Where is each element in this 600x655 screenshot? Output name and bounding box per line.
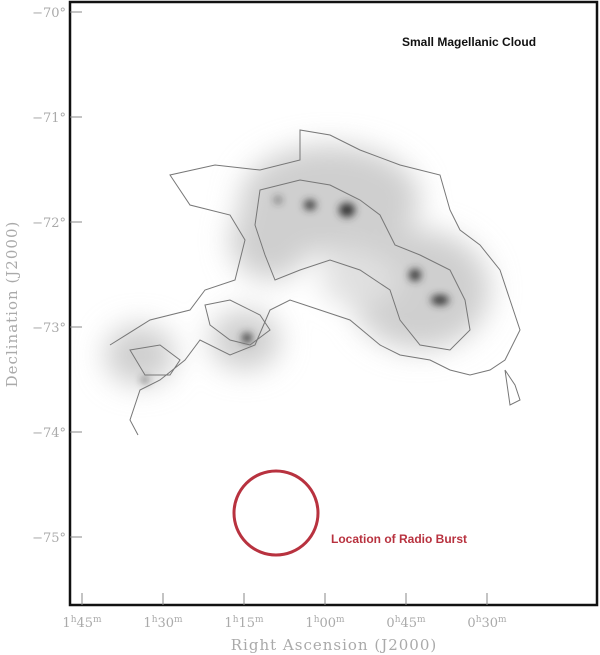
inner-contour: [129, 344, 181, 376]
x-tick-label: 1h45m: [62, 615, 102, 631]
contours: [109, 129, 521, 436]
y-axis-label: Declination (J2000): [3, 221, 21, 388]
radio-burst-location-circle: [232, 469, 320, 557]
inner-contour: [254, 179, 471, 351]
x-axis-label: Right Ascension (J2000): [231, 636, 437, 654]
y-tick-label: −71°: [32, 111, 66, 126]
y-tick-label: −73°: [32, 321, 66, 336]
y-tick-label: −75°: [32, 531, 66, 546]
x-tick-labels: 1h45m 1h30m 1h15m 1h00m 0h45m 0h30m: [62, 615, 507, 631]
x-tick-label: 1h00m: [305, 615, 345, 631]
inner-contour: [204, 299, 271, 346]
plot-frame: [68, 0, 599, 607]
y-tick-label: −70°: [32, 6, 66, 21]
inner-contour: [504, 369, 521, 406]
tick-marks: [70, 11, 488, 605]
emission-image: [105, 145, 490, 385]
y-tick-label: −72°: [32, 216, 66, 231]
x-tick-label: 1h30m: [143, 615, 183, 631]
y-tick-label: −74°: [32, 426, 66, 441]
outer-contour: [109, 129, 521, 436]
radio-burst-label: Location of Radio Burst: [331, 532, 467, 546]
x-tick-label: 0h30m: [467, 615, 507, 631]
x-tick-label: 0h45m: [386, 615, 426, 631]
y-tick-labels: −70° −71° −72° −73° −74° −75°: [32, 6, 66, 546]
x-tick-label: 1h15m: [224, 615, 264, 631]
chart-title: Small Magellanic Cloud: [402, 35, 536, 49]
